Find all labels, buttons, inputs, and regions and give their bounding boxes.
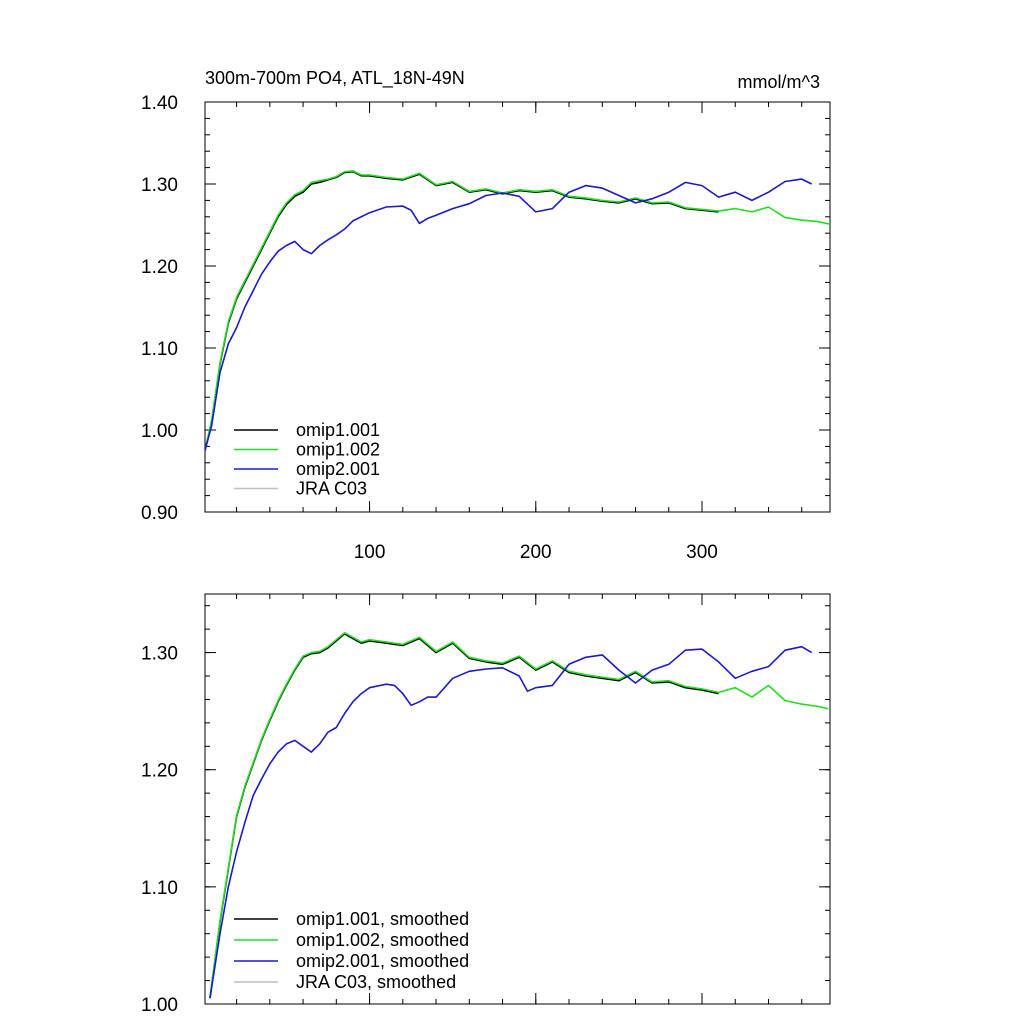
y-tick-label: 1.00 — [141, 995, 178, 1016]
plot-frame — [204, 593, 831, 1005]
top-panel: 0.90 1.00 1.10 1.20 1.30 1.40 100 200 300 300m-70… — [141, 68, 831, 563]
y-tick-label: 1.30 — [141, 175, 178, 196]
legend-label: omip2.001 — [296, 459, 380, 479]
x-tick-label: 100 — [354, 542, 386, 563]
legend-label: omip1.002 — [296, 440, 380, 460]
plot-frame — [204, 101, 831, 513]
x-tick-label: 200 — [520, 542, 552, 563]
legend-label: JRA C03 — [296, 479, 367, 499]
series-line-0 — [205, 170, 719, 451]
legend-label: omip1.001, smoothed — [296, 909, 469, 929]
y-tick-label: 1.00 — [141, 421, 178, 442]
y-tick-label: 1.10 — [141, 339, 178, 360]
y-tick-label: 1.10 — [141, 878, 178, 899]
y-tick-label: 0.90 — [141, 503, 178, 524]
y-tick-label: 1.30 — [141, 644, 178, 665]
y-tick-label: 1.20 — [141, 761, 178, 782]
chart-title: 300m-700m PO4, ATL_18N-49N — [205, 68, 465, 89]
series-line-2 — [209, 645, 813, 999]
x-tick-label: 300 — [686, 542, 718, 563]
units-label: mmol/m^3 — [738, 72, 820, 92]
series-line-1 — [205, 170, 830, 451]
legend-label: JRA C03, smoothed — [296, 972, 456, 992]
bottom-panel: 1.00 1.10 1.20 1.30 omip1.001, smoothedomip1… — [141, 593, 831, 1016]
legend-label: omip1.002, smoothed — [296, 930, 469, 950]
series-line-1 — [209, 631, 829, 998]
legend-label: omip2.001, smoothed — [296, 951, 469, 971]
y-tick-label: 1.40 — [141, 93, 178, 114]
series-line-2 — [205, 178, 813, 451]
y-tick-label: 1.20 — [141, 257, 178, 278]
legend-label: omip1.001 — [296, 420, 380, 440]
